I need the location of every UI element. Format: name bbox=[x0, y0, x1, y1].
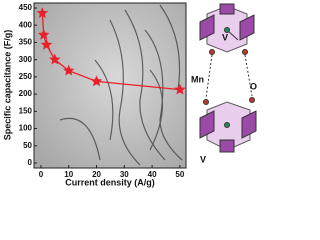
y-tick-label: 450 bbox=[19, 3, 33, 12]
point-marker bbox=[174, 83, 186, 95]
y-tick-label: 0 bbox=[28, 158, 33, 167]
y-tick-label: 300 bbox=[19, 55, 33, 64]
annotation: O bbox=[250, 81, 257, 91]
x-tick-label: 40 bbox=[148, 170, 157, 179]
y-axis-label: Specific capacitance (F/g) bbox=[2, 30, 12, 141]
point-marker bbox=[36, 7, 49, 19]
x-tick-label: 50 bbox=[175, 170, 184, 179]
x-axis-label: Current density (A/g) bbox=[65, 177, 155, 187]
annotation: Mn bbox=[191, 74, 204, 84]
x-tick-label: 20 bbox=[92, 170, 101, 179]
x-tick-label: 0 bbox=[39, 170, 44, 179]
tem-image bbox=[34, 3, 186, 168]
y-tick-label: 100 bbox=[19, 124, 33, 133]
point-marker bbox=[38, 28, 50, 40]
y-tick-label: 200 bbox=[19, 89, 33, 98]
annotation: V bbox=[222, 32, 228, 42]
point-marker bbox=[40, 38, 53, 50]
annotation: V bbox=[200, 154, 206, 164]
y-tick-label: 250 bbox=[19, 72, 33, 81]
page: {"chart_data": {"type": "line", "xlabel"… bbox=[2, 2, 258, 188]
point-marker bbox=[49, 53, 61, 65]
tem-features bbox=[59, 4, 183, 166]
x-tick-label: 10 bbox=[64, 170, 73, 179]
y-tick-label: 400 bbox=[19, 20, 33, 29]
point-marker bbox=[90, 75, 103, 87]
y-tick-label: 50 bbox=[23, 141, 32, 150]
crystal-structure bbox=[199, 3, 257, 153]
point-marker bbox=[63, 64, 75, 76]
x-tick-label: 30 bbox=[120, 170, 129, 179]
plot-frame bbox=[33, 2, 187, 169]
y-tick-label: 150 bbox=[19, 106, 33, 115]
figure: V Mn O V Current density (A/g) Specific … bbox=[2, 2, 257, 187]
y-tick-label: 350 bbox=[19, 38, 33, 47]
